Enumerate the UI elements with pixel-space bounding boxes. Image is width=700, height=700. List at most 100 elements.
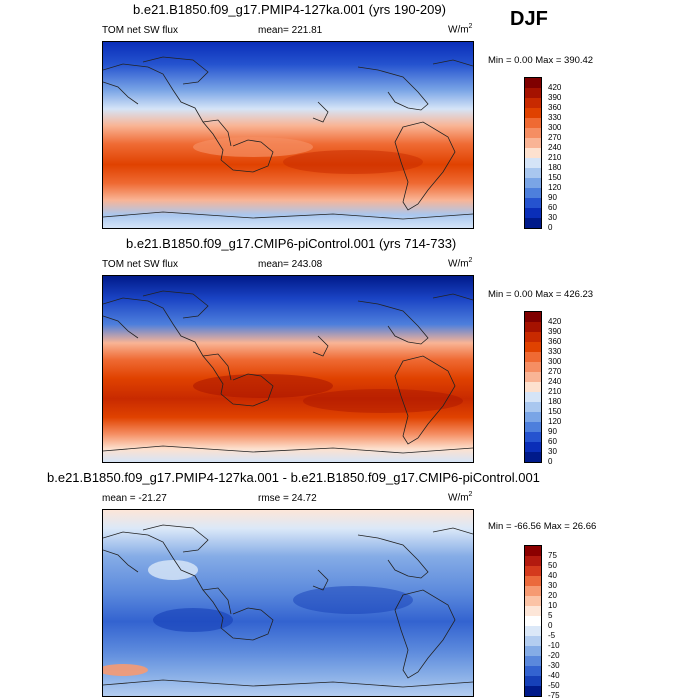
panel-2-field-patch: [303, 389, 463, 413]
colorbar-segment: [525, 158, 541, 168]
colorbar-tick-label: 90: [548, 427, 557, 436]
colorbar-segment: [525, 98, 541, 108]
colorbar-tick-label: 0: [548, 457, 553, 466]
panel-2-field-patch: [193, 374, 333, 398]
colorbar-tick-label: 390: [548, 93, 562, 102]
panel-1-colorbar: [524, 77, 542, 229]
panel-3-field-patch: [293, 586, 413, 614]
panel-3-units: W/m2: [448, 491, 473, 504]
panel-1-map-svg: [103, 42, 473, 228]
colorbar-segment: [525, 208, 541, 218]
colorbar-tick-label: -75: [548, 691, 560, 700]
colorbar-segment: [525, 218, 541, 228]
colorbar-tick-label: 330: [548, 347, 562, 356]
colorbar-tick-label: 30: [548, 447, 557, 456]
colorbar-segment: [525, 556, 541, 566]
colorbar-segment: [525, 452, 541, 462]
panel-1-units: W/m2: [448, 23, 473, 36]
colorbar-segment: [525, 606, 541, 616]
panel-3-field-patch: [148, 560, 198, 580]
colorbar-tick-label: 120: [548, 417, 562, 426]
panel-1-field-patch: [193, 137, 313, 157]
colorbar-segment: [525, 546, 541, 556]
colorbar-tick-label: 270: [548, 133, 562, 142]
panel-2-map-svg: [103, 276, 473, 462]
panel-3-field-patch: [153, 608, 233, 632]
colorbar-segment: [525, 78, 541, 88]
panel-2-minmax: Min = 0.00 Max = 426.23: [488, 289, 594, 300]
colorbar-segment: [525, 178, 541, 188]
colorbar-segment: [525, 616, 541, 626]
colorbar-segment: [525, 148, 541, 158]
colorbar-segment: [525, 686, 541, 696]
colorbar-segment: [525, 412, 541, 422]
colorbar-segment: [525, 422, 541, 432]
colorbar-segment: [525, 118, 541, 128]
colorbar-segment: [525, 372, 541, 382]
colorbar-segment: [525, 656, 541, 666]
panel-2-coastlines: [103, 290, 473, 454]
colorbar-tick-label: 210: [548, 153, 562, 162]
panel-3-mean-label: mean = -21.27: [102, 493, 167, 504]
colorbar-tick-label: 390: [548, 327, 562, 336]
colorbar-tick-label: 240: [548, 377, 562, 386]
panel-1-field-patch: [283, 150, 423, 174]
colorbar-tick-label: -5: [548, 631, 556, 640]
colorbar-segment: [525, 322, 541, 332]
colorbar-tick-label: -50: [548, 681, 560, 690]
colorbar-segment: [525, 362, 541, 372]
colorbar-tick-label: 60: [548, 437, 557, 446]
colorbar-tick-label: -10: [548, 641, 560, 650]
colorbar-tick-label: 180: [548, 163, 562, 172]
colorbar-tick-label: 210: [548, 387, 562, 396]
panel-1-mean-label: mean= 221.81: [258, 25, 323, 36]
colorbar-tick-label: 150: [548, 407, 562, 416]
colorbar-tick-label: 0: [548, 223, 553, 232]
panel-3-field: [103, 510, 473, 696]
colorbar-segment: [525, 646, 541, 656]
colorbar-segment: [525, 596, 541, 606]
panel-2-variable-label: TOM net SW flux: [102, 259, 178, 270]
colorbar-segment: [525, 636, 541, 646]
panel-2-title: b.e21.B1850.f09_g17.CMIP6-piControl.001 …: [126, 236, 457, 251]
colorbar-tick-label: 40: [548, 571, 557, 580]
colorbar-segment: [525, 392, 541, 402]
colorbar-tick-label: 300: [548, 357, 562, 366]
panel-1-map: [102, 41, 474, 229]
colorbar-segment: [525, 402, 541, 412]
colorbar-tick-label: 120: [548, 183, 562, 192]
colorbar-tick-label: 360: [548, 337, 562, 346]
colorbar-segment: [525, 566, 541, 576]
colorbar-tick-label: 420: [548, 317, 562, 326]
panel-1-coastlines: [103, 56, 473, 220]
panel-3-map-svg: [103, 510, 473, 696]
colorbar-tick-label: 60: [548, 203, 557, 212]
colorbar-tick-label: 50: [548, 561, 557, 570]
panel-3-coastlines: [103, 524, 473, 688]
panel-1-field: [103, 42, 473, 228]
colorbar-tick-label: 330: [548, 113, 562, 122]
colorbar-tick-label: 150: [548, 173, 562, 182]
colorbar-segment: [525, 382, 541, 392]
colorbar-segment: [525, 442, 541, 452]
colorbar-segment: [525, 586, 541, 596]
colorbar-segment: [525, 108, 541, 118]
colorbar-tick-label: 270: [548, 367, 562, 376]
colorbar-segment: [525, 312, 541, 322]
colorbar-segment: [525, 352, 541, 362]
colorbar-segment: [525, 128, 541, 138]
colorbar-segment: [525, 576, 541, 586]
colorbar-segment: [525, 138, 541, 148]
colorbar-tick-label: 75: [548, 551, 557, 560]
colorbar-tick-label: 360: [548, 103, 562, 112]
colorbar-tick-label: 30: [548, 213, 557, 222]
panel-2-units: W/m2: [448, 257, 473, 270]
panel-1-minmax: Min = 0.00 Max = 390.42: [488, 55, 594, 66]
panel-2-field: [103, 276, 473, 462]
colorbar-tick-label: -30: [548, 661, 560, 670]
colorbar-segment: [525, 88, 541, 98]
colorbar-segment: [525, 332, 541, 342]
panel-3-map: [102, 509, 474, 697]
colorbar-segment: [525, 198, 541, 208]
panel-3-rmse-label: rmse = 24.72: [258, 493, 317, 504]
